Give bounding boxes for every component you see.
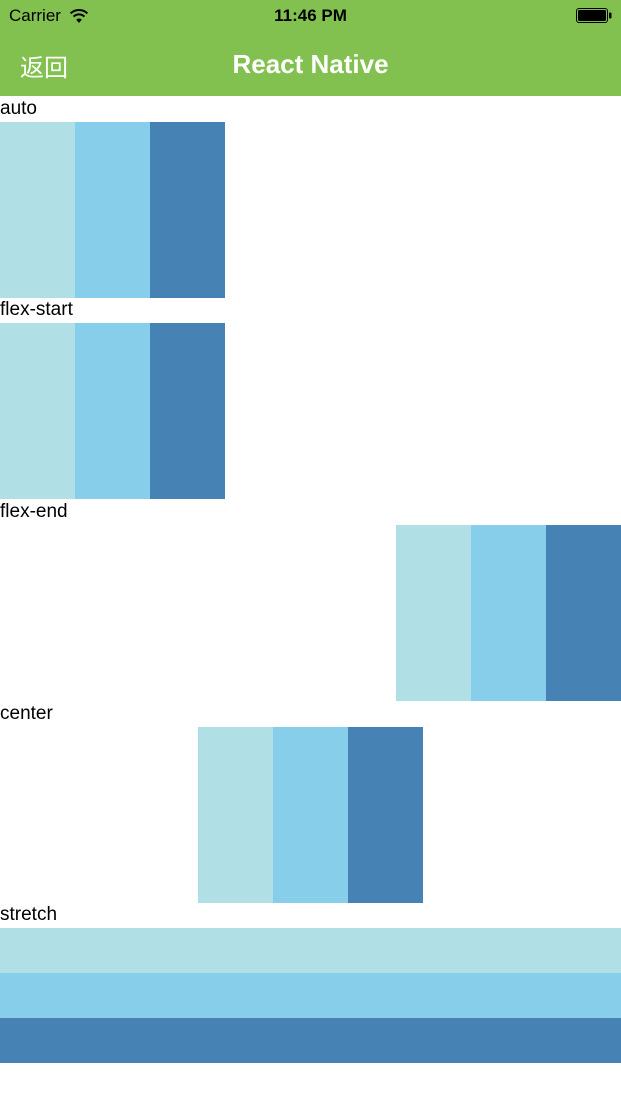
section-label-flex-end: flex-end [0, 501, 68, 522]
sky-blue-box [75, 122, 150, 298]
wifi-icon [69, 9, 89, 23]
powder-blue-box [396, 525, 471, 701]
steel-blue-box [150, 323, 225, 499]
row-auto [0, 122, 621, 298]
section-label-flex-start: flex-start [0, 299, 73, 320]
status-left: Carrier [9, 6, 89, 26]
row-flex-start [0, 323, 621, 499]
sky-blue-box [75, 323, 150, 499]
powder-blue-box [0, 323, 75, 499]
powder-blue-box [0, 122, 75, 298]
steel-blue-box [348, 727, 423, 903]
battery-full-icon [576, 8, 612, 23]
row-stretch [0, 928, 621, 1063]
section-label-stretch: stretch [0, 904, 58, 925]
row-center [0, 727, 621, 903]
steel-blue-bar [0, 1018, 621, 1063]
carrier-label: Carrier [9, 6, 61, 25]
powder-blue-bar [0, 928, 621, 973]
navigation-bar: 返回 React Native [0, 32, 621, 96]
row-flex-end [0, 525, 621, 701]
powder-blue-box [198, 727, 273, 903]
sky-blue-bar [0, 973, 621, 1018]
steel-blue-box [150, 122, 225, 298]
back-button[interactable]: 返回 [20, 54, 68, 82]
steel-blue-box [546, 525, 621, 701]
status-time: 11:46 PM [274, 6, 347, 25]
sky-blue-box [471, 525, 546, 701]
sky-blue-box [273, 727, 348, 903]
section-label-center: center [0, 703, 53, 724]
status-bar: Carrier 11:46 PM [0, 0, 621, 32]
page-title: React Native [232, 49, 389, 79]
section-label-auto: auto [0, 98, 37, 119]
